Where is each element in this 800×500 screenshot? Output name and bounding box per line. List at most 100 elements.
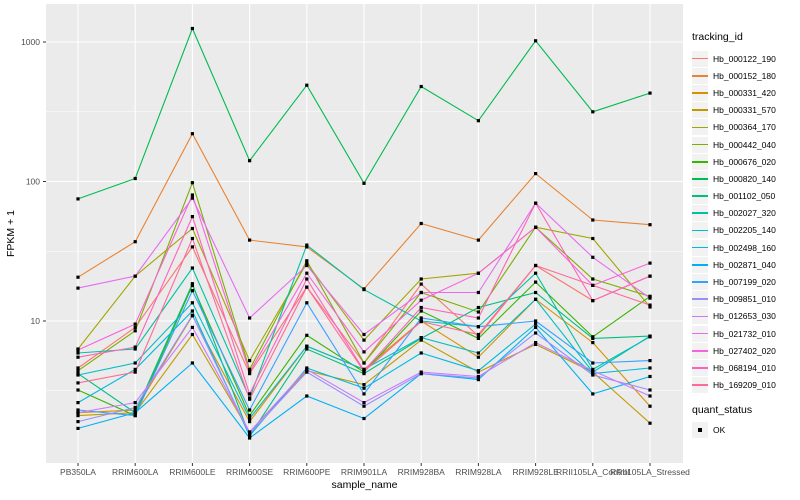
legend-key-swatch bbox=[692, 84, 708, 101]
data-point bbox=[362, 181, 366, 185]
data-point bbox=[248, 397, 252, 401]
legend-item-label: Hb_012653_030 bbox=[713, 311, 776, 322]
legend-item-label: Hb_000331_570 bbox=[713, 105, 776, 116]
legend-line-icon bbox=[692, 195, 708, 197]
legend-item: Hb_002498_160 bbox=[692, 239, 776, 256]
x-tick-label: RRIM928LA bbox=[455, 467, 502, 477]
data-point bbox=[133, 322, 137, 326]
data-point bbox=[476, 310, 480, 314]
x-tick-label: RRIM901LA bbox=[341, 467, 388, 477]
data-point bbox=[248, 414, 252, 418]
legend-line-icon bbox=[692, 74, 708, 77]
data-point bbox=[190, 196, 194, 200]
legend-item-label: Hb_027402_020 bbox=[713, 345, 776, 356]
legend-key-swatch bbox=[692, 421, 708, 438]
data-point bbox=[248, 434, 252, 438]
data-point bbox=[305, 83, 309, 87]
data-point bbox=[76, 197, 80, 201]
data-point bbox=[362, 288, 366, 292]
data-point bbox=[419, 221, 423, 226]
legend-key-swatch bbox=[692, 342, 708, 359]
data-point bbox=[419, 309, 423, 313]
data-point bbox=[648, 374, 652, 379]
y-axis-title: FPKM + 1 bbox=[5, 210, 17, 257]
data-point bbox=[476, 271, 480, 275]
data-point bbox=[534, 290, 538, 295]
legend-item-label: Hb_000676_020 bbox=[713, 156, 776, 167]
data-point bbox=[419, 298, 423, 302]
legend-key-swatch bbox=[692, 256, 708, 273]
data-point bbox=[133, 370, 137, 374]
data-point bbox=[190, 132, 194, 136]
legend-item: Hb_000442_040 bbox=[692, 136, 776, 153]
data-point bbox=[476, 332, 480, 337]
legend-shape-items: OK bbox=[692, 421, 725, 438]
legend-item-label: Hb_169209_010 bbox=[713, 380, 776, 391]
data-point bbox=[133, 367, 137, 371]
legend-item: Hb_027402_020 bbox=[692, 342, 776, 359]
legend-item-label: Hb_000442_040 bbox=[713, 139, 776, 150]
data-point bbox=[190, 361, 194, 365]
data-point bbox=[190, 26, 194, 31]
data-point bbox=[305, 271, 309, 275]
legend-line-icon bbox=[692, 160, 708, 163]
data-point bbox=[591, 373, 595, 377]
data-point bbox=[362, 392, 366, 396]
data-point bbox=[419, 277, 423, 281]
legend-item-label: OK bbox=[713, 424, 726, 435]
legend-key-swatch bbox=[692, 170, 708, 187]
data-point bbox=[305, 243, 309, 247]
legend-key-swatch bbox=[692, 239, 708, 256]
data-point bbox=[190, 289, 194, 293]
data-point bbox=[305, 333, 309, 337]
data-point bbox=[190, 181, 194, 185]
data-point bbox=[305, 394, 309, 398]
legend-line-icon bbox=[692, 264, 708, 266]
data-point bbox=[534, 201, 538, 205]
data-point bbox=[133, 347, 137, 351]
data-point bbox=[534, 319, 538, 323]
x-tick-label: RRIM600LE bbox=[169, 467, 216, 477]
data-point bbox=[362, 338, 366, 342]
x-tick-label: RRII105LA_Stressed bbox=[610, 467, 690, 477]
data-point bbox=[76, 275, 80, 279]
data-point bbox=[133, 361, 137, 365]
data-point bbox=[248, 416, 252, 421]
data-point bbox=[76, 420, 80, 424]
legend-line-icon bbox=[692, 229, 708, 232]
data-point bbox=[648, 334, 652, 338]
y-tick-label: 100 bbox=[26, 177, 40, 187]
data-point bbox=[190, 215, 194, 219]
data-point bbox=[133, 329, 137, 333]
legend-line-icon bbox=[692, 178, 708, 180]
legend-item: Hb_000152_180 bbox=[692, 67, 776, 84]
data-point bbox=[133, 345, 137, 349]
legend-key-swatch bbox=[692, 308, 708, 325]
x-tick-label: RRII105LA_Control bbox=[556, 467, 630, 477]
legend-key-swatch bbox=[692, 359, 708, 376]
data-point bbox=[591, 341, 595, 345]
legend-key-swatch bbox=[692, 325, 708, 342]
data-point bbox=[305, 285, 309, 289]
data-point bbox=[248, 436, 252, 440]
data-point bbox=[419, 316, 423, 320]
data-point bbox=[190, 313, 194, 317]
legend-line-icon bbox=[692, 143, 708, 146]
data-point bbox=[648, 296, 652, 300]
data-point bbox=[133, 274, 137, 278]
data-point bbox=[648, 388, 652, 392]
data-point bbox=[248, 238, 252, 242]
data-point bbox=[76, 381, 80, 385]
data-point bbox=[76, 426, 80, 430]
data-point bbox=[362, 350, 366, 354]
legend-item-label: Hb_000122_190 bbox=[713, 53, 776, 64]
y-tick-label: 1000 bbox=[21, 37, 40, 47]
data-point bbox=[133, 176, 137, 181]
legend-key-swatch bbox=[692, 222, 708, 239]
data-point bbox=[476, 336, 480, 340]
legend-item-label: Hb_001102_050 bbox=[713, 191, 776, 202]
legend-key-swatch bbox=[692, 67, 708, 84]
data-point bbox=[591, 283, 595, 287]
